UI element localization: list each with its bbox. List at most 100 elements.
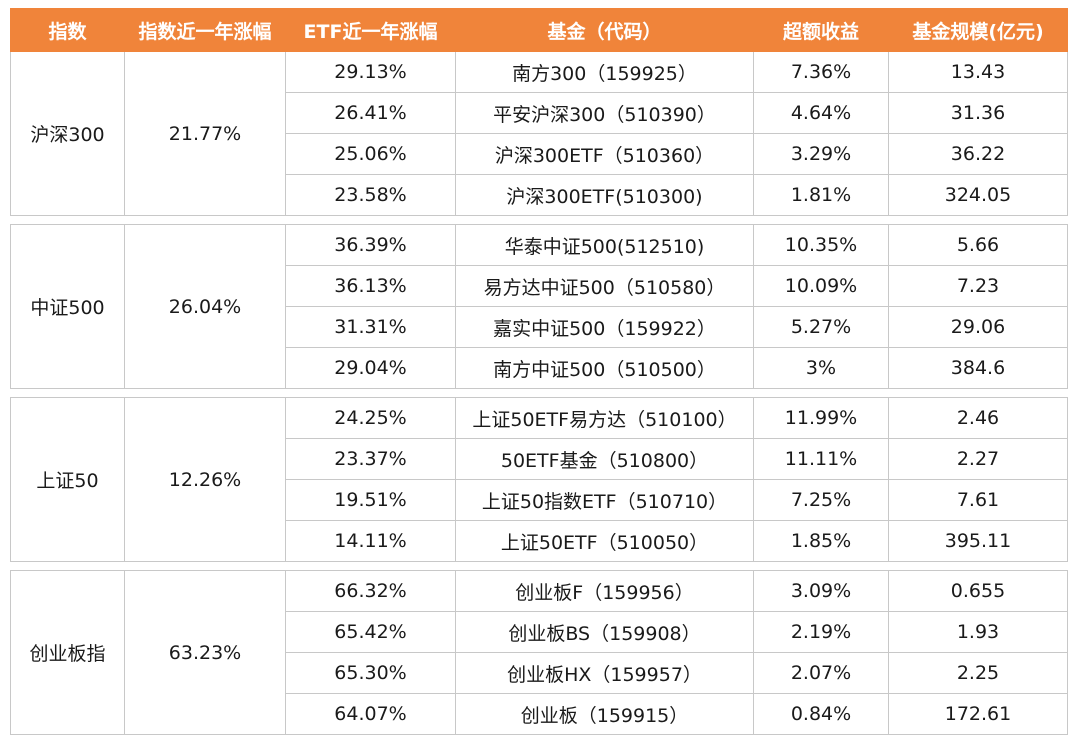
table-row: 29.04% 南方中证500（510500） 3% 384.6 — [11, 347, 1068, 389]
table-row: 创业板指 63.23% 66.32% 创业板F（159956） 3.09% 0.655 — [10, 570, 1068, 735]
fund-cell: 上证50ETF（510050） — [455, 520, 754, 562]
index-change-cell: 26.04% — [124, 224, 286, 389]
header-etf-change: ETF近一年涨幅 — [285, 8, 456, 52]
index-name-cell: 创业板指 — [10, 570, 125, 735]
table-row: 64.07% 创业板（159915） 0.84% 172.61 — [11, 693, 1068, 735]
fund-cell: 南方中证500（510500） — [455, 347, 754, 389]
table-row: 26.41% 平安沪深300（510390） 4.64% 31.36 — [11, 92, 1068, 134]
fund-cell: 华泰中证500(512510) — [455, 224, 754, 266]
fund-scale-cell: 36.22 — [888, 133, 1068, 175]
etf-change-cell: 26.41% — [285, 92, 456, 134]
index-name-cell: 沪深300 — [10, 51, 125, 216]
fund-scale-cell: 0.655 — [888, 570, 1068, 612]
fund-scale-cell: 7.23 — [888, 265, 1068, 307]
header-fund-scale: 基金规模(亿元) — [888, 8, 1068, 52]
fund-cell: 上证50指数ETF（510710） — [455, 479, 754, 521]
fund-scale-cell: 31.36 — [888, 92, 1068, 134]
fund-scale-cell: 172.61 — [888, 693, 1068, 735]
header-row: 指数 指数近一年涨幅 ETF近一年涨幅 基金（代码） 超额收益 基金规模(亿元) — [10, 8, 1068, 52]
table-row: 中证500 26.04% 36.39% 华泰中证500(512510) 10.35% 5.… — [10, 224, 1068, 389]
index-name-cell: 上证50 — [10, 397, 125, 562]
fund-scale-cell: 2.46 — [888, 397, 1068, 439]
etf-change-cell: 29.13% — [285, 51, 456, 93]
etf-change-cell: 65.42% — [285, 611, 456, 653]
table-row: 65.30% 创业板HX（159957） 2.07% 2.25 — [11, 652, 1068, 694]
header-index: 指数 — [10, 8, 125, 52]
table-row: 23.37% 50ETF基金（510800） 11.11% 2.27 — [11, 438, 1068, 480]
excess-return-cell: 1.81% — [753, 174, 889, 216]
fund-cell: 易方达中证500（510580） — [455, 265, 754, 307]
etf-change-cell: 36.13% — [285, 265, 456, 307]
fund-cell: 沪深300ETF(510300) — [455, 174, 754, 216]
etf-change-cell: 19.51% — [285, 479, 456, 521]
etf-change-cell: 23.58% — [285, 174, 456, 216]
etf-change-cell: 66.32% — [285, 570, 456, 612]
fund-scale-cell: 395.11 — [888, 520, 1068, 562]
etf-change-cell: 29.04% — [285, 347, 456, 389]
excess-return-cell: 1.85% — [753, 520, 889, 562]
index-change-cell: 63.23% — [124, 570, 286, 735]
fund-scale-cell: 324.05 — [888, 174, 1068, 216]
header-excess-return: 超额收益 — [753, 8, 889, 52]
etf-change-cell: 65.30% — [285, 652, 456, 694]
table-row: 31.31% 嘉实中证500（159922） 5.27% 29.06 — [11, 306, 1068, 348]
fund-cell: 50ETF基金（510800） — [455, 438, 754, 480]
etf-change-cell: 24.25% — [285, 397, 456, 439]
fund-scale-cell: 7.61 — [888, 479, 1068, 521]
separator-cell — [10, 561, 1068, 571]
separator-cell — [10, 388, 1068, 398]
etf-change-cell: 31.31% — [285, 306, 456, 348]
index-name-cell: 中证500 — [10, 224, 125, 389]
excess-return-cell: 3% — [753, 347, 889, 389]
fund-cell: 沪深300ETF（510360） — [455, 133, 754, 175]
group-separator — [10, 215, 1068, 225]
fund-scale-cell: 384.6 — [888, 347, 1068, 389]
table-row: 23.58% 沪深300ETF(510300) 1.81% 324.05 — [11, 174, 1068, 216]
excess-return-cell: 11.11% — [753, 438, 889, 480]
header-index-change: 指数近一年涨幅 — [124, 8, 286, 52]
excess-return-cell: 10.35% — [753, 224, 889, 266]
index-change-cell: 12.26% — [124, 397, 286, 562]
fund-scale-cell: 13.43 — [888, 51, 1068, 93]
fund-scale-cell: 29.06 — [888, 306, 1068, 348]
fund-cell: 创业板HX（159957） — [455, 652, 754, 694]
excess-return-cell: 2.19% — [753, 611, 889, 653]
excess-return-cell: 3.09% — [753, 570, 889, 612]
fund-cell: 上证50ETF易方达（510100） — [455, 397, 754, 439]
fund-scale-cell: 2.25 — [888, 652, 1068, 694]
excess-return-cell: 0.84% — [753, 693, 889, 735]
excess-return-cell: 4.64% — [753, 92, 889, 134]
etf-comparison-table: 指数 指数近一年涨幅 ETF近一年涨幅 基金（代码） 超额收益 基金规模(亿元)… — [10, 8, 1068, 735]
etf-change-cell: 14.11% — [285, 520, 456, 562]
separator-cell — [10, 215, 1068, 225]
table-row: 沪深300 21.77% 29.13% 南方300（159925） 7.36% 13.43 — [10, 51, 1068, 216]
index-change-cell: 21.77% — [124, 51, 286, 216]
excess-return-cell: 10.09% — [753, 265, 889, 307]
table-row: 25.06% 沪深300ETF（510360） 3.29% 36.22 — [11, 133, 1068, 175]
excess-return-cell: 11.99% — [753, 397, 889, 439]
excess-return-cell: 2.07% — [753, 652, 889, 694]
excess-return-cell: 7.36% — [753, 51, 889, 93]
fund-scale-cell: 5.66 — [888, 224, 1068, 266]
table-body: 沪深300 21.77% 29.13% 南方300（159925） 7.36% 13.43… — [10, 51, 1068, 735]
excess-return-cell: 5.27% — [753, 306, 889, 348]
excess-return-cell: 7.25% — [753, 479, 889, 521]
fund-cell: 平安沪深300（510390） — [455, 92, 754, 134]
header-fund: 基金（代码） — [455, 8, 754, 52]
fund-cell: 南方300（159925） — [455, 51, 754, 93]
table-row: 上证50 12.26% 24.25% 上证50ETF易方达（510100） 11.99%… — [10, 397, 1068, 562]
fund-cell: 嘉实中证500（159922） — [455, 306, 754, 348]
etf-change-cell: 23.37% — [285, 438, 456, 480]
etf-change-cell: 25.06% — [285, 133, 456, 175]
table-row: 36.13% 易方达中证500（510580） 10.09% 7.23 — [11, 265, 1068, 307]
group-separator — [10, 561, 1068, 571]
fund-scale-cell: 1.93 — [888, 611, 1068, 653]
fund-cell: 创业板（159915） — [455, 693, 754, 735]
etf-change-cell: 64.07% — [285, 693, 456, 735]
table-row: 19.51% 上证50指数ETF（510710） 7.25% 7.61 — [11, 479, 1068, 521]
fund-cell: 创业板BS（159908） — [455, 611, 754, 653]
fund-cell: 创业板F（159956） — [455, 570, 754, 612]
fund-scale-cell: 2.27 — [888, 438, 1068, 480]
etf-change-cell: 36.39% — [285, 224, 456, 266]
excess-return-cell: 3.29% — [753, 133, 889, 175]
